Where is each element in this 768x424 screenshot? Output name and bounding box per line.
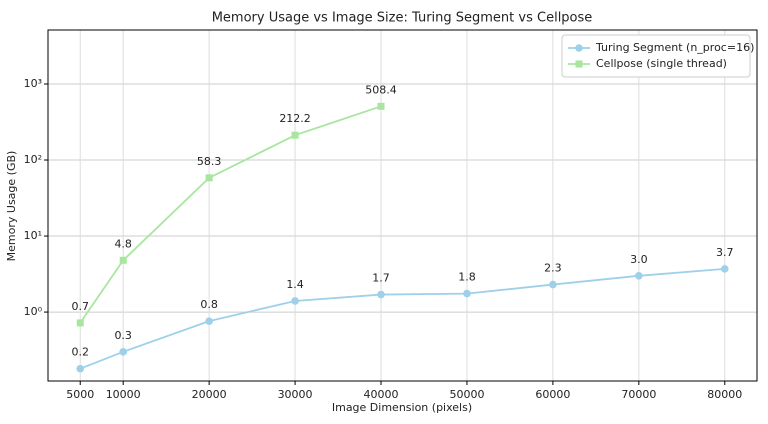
data-label: 0.2 [71, 346, 89, 359]
data-label: 508.4 [365, 83, 397, 96]
point [119, 348, 127, 356]
data-label: 4.8 [114, 237, 132, 250]
x-tick-label: 30000 [278, 388, 313, 401]
legend: Turing Segment (n_proc=16) Cellpose (sing… [561, 34, 754, 78]
point [377, 290, 385, 299]
x-tick-label: 50000 [449, 388, 484, 401]
x-axis-label: Image Dimension (pixels) [332, 401, 472, 414]
x-tick-label: 80000 [707, 388, 742, 401]
plot-frame [47, 29, 758, 382]
legend-marker [575, 60, 583, 68]
x-tick-label: 10000 [106, 388, 141, 401]
series-line [79, 105, 382, 324]
x-tick-label: 40000 [364, 388, 399, 401]
y-axis-label: Memory Usage (GB) [5, 151, 18, 262]
data-label: 3.0 [630, 253, 648, 266]
legend-marker [575, 44, 583, 52]
point [205, 174, 213, 182]
x-tick-label: 5000 [66, 388, 94, 401]
x-tick-label: 70000 [621, 388, 656, 401]
data-label: 1.8 [458, 271, 476, 284]
x-tick-label: 60000 [535, 388, 570, 401]
data-label: 0.8 [200, 298, 218, 311]
point [463, 289, 471, 298]
legend-label: Cellpose (single thread) [596, 57, 727, 70]
data-label: 0.7 [71, 300, 89, 313]
data-label: 212.2 [279, 112, 311, 125]
legend-label: Turing Segment (n_proc=16) [595, 41, 754, 54]
chart-title: Memory Usage vs Image Size: Turing Segme… [212, 11, 593, 26]
x-tick-label: 20000 [192, 388, 227, 401]
data-label: 1.7 [372, 272, 390, 285]
y-tick-label: 10¹ [24, 229, 42, 242]
data-label: 58.3 [197, 155, 222, 168]
legend-box [561, 34, 751, 78]
y-tick-label: 10⁰ [24, 305, 43, 318]
series-line [79, 267, 725, 370]
point [291, 297, 299, 305]
point [76, 364, 85, 373]
data-label: 2.3 [544, 262, 562, 275]
y-tick-label: 10² [24, 153, 42, 166]
point [720, 265, 729, 273]
point [119, 256, 127, 264]
point [205, 317, 213, 325]
y-tick-label: 10³ [24, 77, 42, 90]
point [291, 131, 299, 139]
data-label: 3.7 [716, 246, 734, 259]
point [377, 102, 385, 110]
data-label: 0.3 [114, 329, 132, 342]
data-label: 1.4 [286, 278, 304, 291]
point [549, 280, 557, 289]
point [76, 319, 84, 327]
point [635, 271, 643, 280]
